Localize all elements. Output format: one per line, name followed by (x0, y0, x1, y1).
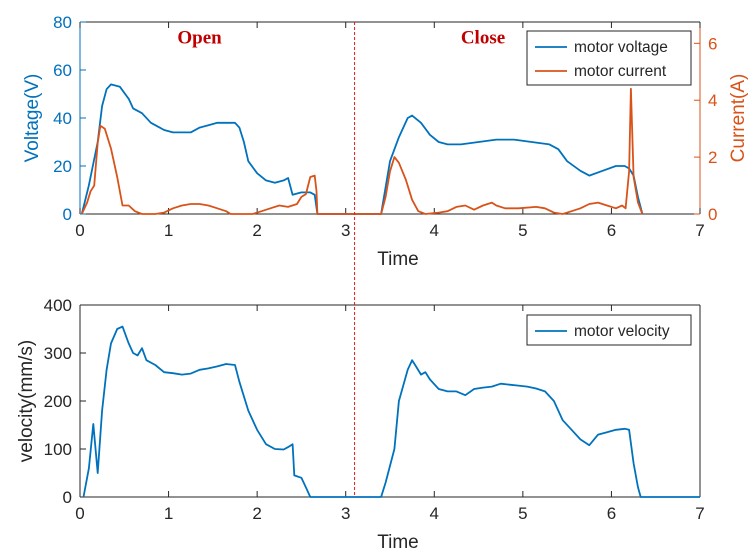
x-tick-label: 1 (164, 504, 173, 523)
y-tick-label-right: 6 (708, 34, 717, 53)
x-tick-label: 3 (341, 221, 350, 240)
legend-box (526, 314, 692, 346)
y-tick-label-left: 80 (53, 13, 72, 32)
y-axis-title-right: Current(A) (728, 74, 749, 163)
x-tick-label: 4 (430, 221, 439, 240)
x-tick-label: 5 (518, 504, 527, 523)
y-tick-label-right: 4 (708, 91, 717, 110)
x-tick-label: 7 (695, 221, 704, 240)
x-axis-title: Time (377, 249, 419, 270)
y-tick-label-left: 60 (53, 61, 72, 80)
annotation-label: Close (461, 28, 505, 49)
y-tick-label-left: 200 (44, 392, 72, 411)
x-tick-label: 6 (607, 504, 616, 523)
velocity-chart: 0 1 2 3 4 5 6 7 Time 0 100 200 300 400 velocity(mm/s) m… (16, 296, 705, 553)
y-tick-label-left: 20 (53, 157, 72, 176)
series-motor-voltage-line (80, 83, 644, 215)
y-axis-title: velocity(mm/s) (16, 340, 37, 462)
y-tick-label-left: 40 (53, 109, 72, 128)
x-tick-label: 2 (252, 221, 261, 240)
y-tick-label-right: 2 (708, 148, 717, 167)
x-tick-label: 5 (518, 221, 527, 240)
x-tick-label: 0 (75, 221, 84, 240)
x-tick-label: 1 (164, 221, 173, 240)
legend-label: motor velocity (574, 323, 670, 340)
y-tick-label-left: 300 (44, 344, 72, 363)
series-motor-velocity-line (82, 325, 700, 498)
legend-box (526, 30, 692, 86)
y-axis-title-left: Voltage(V) (22, 74, 43, 163)
y-tick-label-right: 0 (708, 205, 717, 224)
y-tick-label-left: 0 (63, 205, 72, 224)
x-tick-label: 4 (430, 504, 439, 523)
y-tick-label-left: 0 (63, 488, 72, 507)
legend-label: motor current (574, 63, 667, 80)
x-axis-title: Time (377, 532, 419, 553)
legend-label: motor voltage (574, 39, 668, 56)
x-tick-label: 7 (695, 504, 704, 523)
annotation-label: Open (177, 28, 222, 49)
y-tick-label-left: 100 (44, 440, 72, 459)
x-tick-label: 2 (252, 504, 261, 523)
voltage-current-chart: 0 1 2 3 4 5 6 7 Time 0 20 40 60 80 0 2 4 6 Voltage(V) Curre… (22, 13, 749, 270)
x-tick-label: 3 (341, 504, 350, 523)
y-tick-label-left: 400 (44, 296, 72, 315)
series-motor-current-line (80, 87, 644, 215)
x-tick-label: 0 (75, 504, 84, 523)
x-tick-label: 6 (607, 221, 616, 240)
